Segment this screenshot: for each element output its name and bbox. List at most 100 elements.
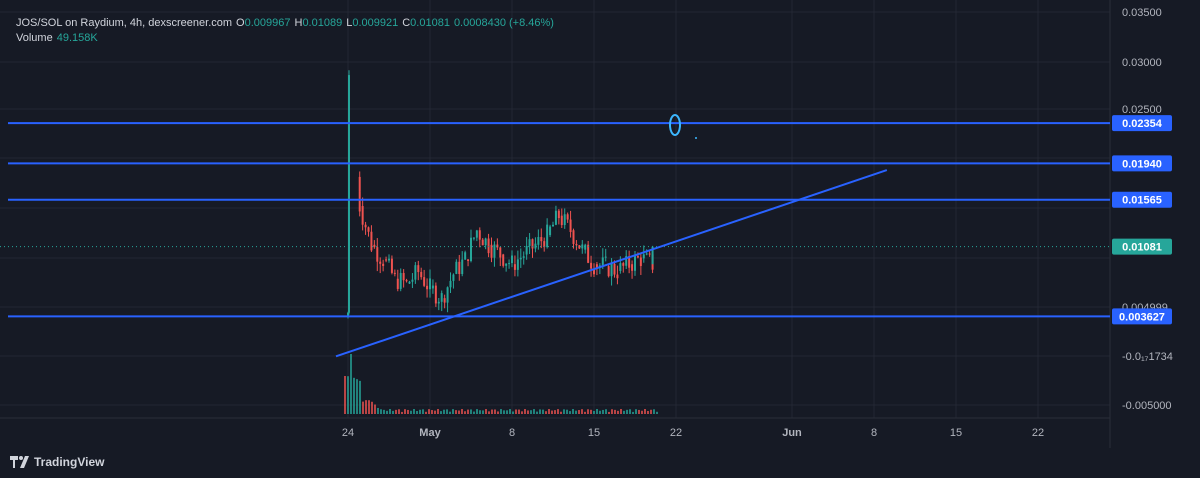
volume-bar	[635, 409, 637, 414]
candle-body	[604, 256, 607, 258]
volume-bar	[383, 409, 385, 414]
candle-body	[431, 285, 434, 289]
volume-bar	[539, 409, 541, 414]
volume-bar	[497, 411, 499, 414]
candle-body	[493, 244, 496, 258]
ohlc-high: H0.01089	[294, 17, 343, 29]
candle-body	[385, 259, 388, 261]
candle-body	[496, 244, 499, 248]
volume-bar	[434, 410, 436, 414]
candle-body	[429, 278, 431, 290]
candle-body	[619, 263, 622, 271]
candle-body	[475, 230, 478, 238]
volume-bar	[425, 411, 427, 414]
volume-bar	[560, 411, 562, 414]
volume-bar	[473, 411, 475, 414]
volume-bar	[500, 409, 502, 414]
volume-bar	[608, 411, 610, 414]
candle-body	[511, 255, 513, 264]
candle-body	[408, 281, 411, 284]
x-tick-label: 8	[509, 427, 515, 439]
volume-bar	[569, 411, 571, 414]
volume-bar	[356, 379, 358, 414]
candle-body	[499, 247, 502, 258]
candle-body	[390, 258, 393, 273]
candle-body	[426, 285, 429, 290]
volume-label: Volume	[16, 32, 53, 44]
volume-bar	[521, 411, 523, 414]
x-tick-label: 22	[670, 427, 682, 439]
candle-body	[487, 238, 490, 254]
volume-bar	[554, 410, 556, 414]
candle-body	[382, 263, 385, 266]
volume-bar	[440, 411, 442, 414]
volume-bar	[368, 400, 370, 414]
y-tick-label: 0.03000	[1122, 57, 1162, 69]
x-tick-label: 8	[871, 427, 877, 439]
volume-bar	[518, 409, 520, 414]
candle-body	[373, 244, 376, 248]
volume-bar	[455, 410, 457, 414]
candle-body	[552, 224, 554, 227]
dot-annotation	[695, 137, 697, 139]
volume-bar	[548, 409, 550, 414]
last-price-badge	[1112, 238, 1172, 255]
trendline	[335, 169, 888, 358]
x-tick-label: 15	[950, 427, 962, 439]
candle-body	[388, 258, 390, 261]
candle-body	[631, 264, 634, 271]
volume-bar	[380, 409, 382, 414]
candle-body	[648, 253, 651, 255]
volume-bar	[575, 410, 577, 414]
volume-bar	[359, 380, 361, 414]
volume-bar	[509, 409, 511, 414]
candle-body	[399, 272, 402, 289]
candle-body	[569, 219, 572, 233]
price-level-label: 0.02354	[1122, 118, 1163, 130]
candle-body	[361, 206, 364, 225]
volume-bar	[470, 409, 472, 414]
volume-bar	[452, 409, 454, 414]
candle-body	[455, 261, 458, 274]
volume-bar	[413, 409, 415, 414]
candle-body	[616, 274, 619, 279]
ohlc-close: C0.01081	[402, 17, 450, 29]
volume-bar	[515, 409, 517, 414]
price-level-label: 0.003627	[1119, 311, 1165, 323]
volume-bar	[551, 410, 553, 414]
volume-bar	[533, 409, 535, 414]
volume-bar	[461, 409, 463, 414]
candle-body	[581, 244, 584, 249]
candle-body	[437, 301, 440, 304]
volume-bar	[437, 409, 439, 414]
candle-body	[563, 214, 566, 226]
chart-legend: JOS/SOL on Raydium, 4h, dexscreener.com …	[16, 16, 554, 46]
candle-body	[478, 230, 481, 240]
volume-bar	[605, 409, 607, 414]
candle-body	[414, 265, 417, 280]
candle-body	[364, 224, 367, 228]
volume-bar	[374, 404, 376, 414]
candle-body	[651, 246, 654, 265]
candle-body	[566, 214, 569, 220]
price-label-badge	[1112, 308, 1172, 325]
volume-bar	[503, 410, 505, 414]
candle-body	[590, 262, 593, 269]
volume-bar	[422, 409, 424, 414]
candle-body	[645, 253, 648, 255]
candle-body	[625, 256, 628, 266]
candle-body	[593, 268, 595, 275]
volume-bar	[599, 410, 601, 414]
tradingview-brand[interactable]: TradingView	[10, 455, 104, 469]
candle-body	[484, 238, 487, 246]
candle-body	[370, 231, 373, 251]
volume-bar	[581, 409, 583, 414]
candle-body	[549, 226, 552, 236]
volume-bar	[494, 409, 496, 414]
candle-body	[458, 261, 461, 274]
volume-bar	[389, 409, 391, 414]
volume-bar	[614, 409, 616, 414]
volume-bar	[491, 409, 493, 414]
volume-bar	[419, 409, 421, 414]
